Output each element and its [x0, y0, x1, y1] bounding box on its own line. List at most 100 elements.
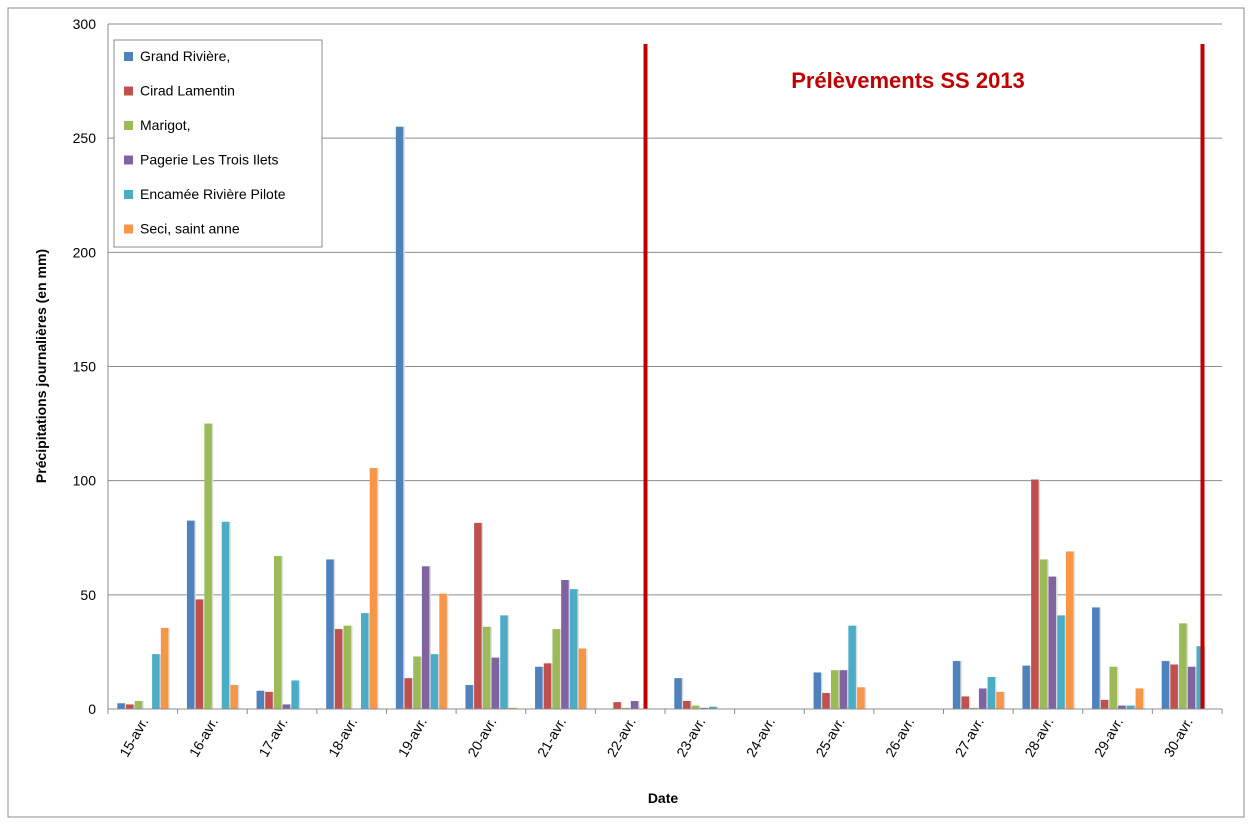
bar	[987, 677, 996, 709]
bar	[1196, 646, 1204, 709]
marker-lines	[643, 44, 1205, 709]
bar	[134, 701, 143, 709]
legend-label: Seci, saint anne	[140, 221, 240, 237]
bar	[700, 707, 708, 709]
bar	[613, 702, 621, 709]
bars	[117, 126, 1206, 709]
bar	[839, 670, 848, 709]
bar	[334, 629, 343, 709]
y-tick-label: 100	[73, 473, 97, 489]
bar	[996, 691, 1004, 709]
legend-swatch	[124, 52, 133, 61]
bar	[221, 521, 230, 709]
bar	[978, 688, 987, 709]
annotation-label: Prélèvements SS 2013	[791, 68, 1025, 93]
bar	[1109, 666, 1117, 709]
bar	[230, 685, 238, 709]
bar	[830, 670, 839, 709]
legend-label: Grand Rivière,	[140, 48, 230, 64]
bar	[265, 691, 273, 709]
bar	[491, 657, 500, 709]
bar	[1092, 607, 1100, 709]
bar	[413, 656, 421, 709]
y-tick-label: 300	[73, 16, 97, 32]
bar	[204, 423, 212, 709]
bar	[1187, 666, 1196, 709]
bar	[195, 599, 204, 709]
bar	[1057, 615, 1065, 709]
bar	[326, 559, 334, 709]
bar	[535, 666, 543, 709]
bar	[543, 663, 552, 709]
bar	[1065, 551, 1074, 709]
legend-box	[113, 39, 323, 248]
bar	[186, 520, 195, 709]
bar	[421, 566, 430, 709]
bar	[1161, 661, 1170, 709]
bar	[578, 648, 587, 709]
legend-label: Encamée Rivière Pilote	[140, 186, 286, 202]
bar	[1135, 688, 1144, 709]
bar	[404, 678, 413, 709]
bar	[508, 707, 517, 709]
legend-swatch	[124, 86, 133, 96]
y-axis-title: Précipitations journalières (en mm)	[33, 249, 49, 483]
bar	[822, 693, 830, 709]
bar	[1031, 479, 1039, 709]
bar	[683, 701, 691, 709]
bar	[848, 625, 856, 709]
y-tick-label: 250	[73, 130, 97, 146]
bar	[709, 706, 717, 709]
bar	[1048, 576, 1057, 709]
bar	[970, 707, 978, 709]
legend-swatch	[124, 190, 133, 199]
bar	[117, 703, 125, 709]
bar	[813, 672, 822, 709]
legend-label: Cirad Lamentin	[140, 83, 235, 99]
bar	[961, 696, 970, 709]
bar	[500, 615, 508, 709]
bar	[674, 678, 682, 709]
bar	[552, 629, 560, 709]
bar	[465, 685, 473, 709]
bar	[622, 707, 630, 709]
bar	[1170, 664, 1178, 709]
bar	[152, 654, 160, 709]
bar	[1118, 705, 1126, 709]
bar	[343, 625, 352, 709]
bar	[1126, 705, 1135, 709]
bar	[857, 687, 865, 709]
bar	[1022, 665, 1030, 709]
bar	[482, 626, 491, 709]
bar	[1039, 559, 1048, 709]
bar	[561, 579, 569, 709]
bar	[360, 613, 369, 709]
bar	[474, 522, 482, 709]
bar	[282, 704, 291, 709]
bar	[160, 627, 169, 709]
y-tick-label: 0	[88, 701, 96, 717]
bar	[1100, 699, 1109, 709]
bar	[569, 589, 578, 709]
bar	[1179, 623, 1187, 709]
bar	[439, 593, 447, 709]
legend-swatch	[124, 224, 133, 234]
bar	[691, 705, 700, 709]
y-tick-label: 50	[80, 587, 96, 603]
y-tick-label: 200	[73, 244, 97, 260]
bar	[369, 468, 378, 709]
legend-label: Pagerie Les Trois Ilets	[140, 152, 279, 168]
bar	[291, 680, 299, 709]
legend: Grand Rivière, Cirad Lamentin Marigot, Page…	[113, 39, 323, 248]
legend-swatch	[124, 155, 133, 165]
legend-swatch	[124, 121, 133, 130]
bar	[256, 690, 265, 709]
bar	[630, 701, 639, 709]
bar	[273, 556, 282, 709]
y-tick-label: 150	[73, 359, 97, 375]
bar	[395, 126, 404, 709]
bar	[430, 654, 439, 709]
bar	[952, 661, 961, 709]
